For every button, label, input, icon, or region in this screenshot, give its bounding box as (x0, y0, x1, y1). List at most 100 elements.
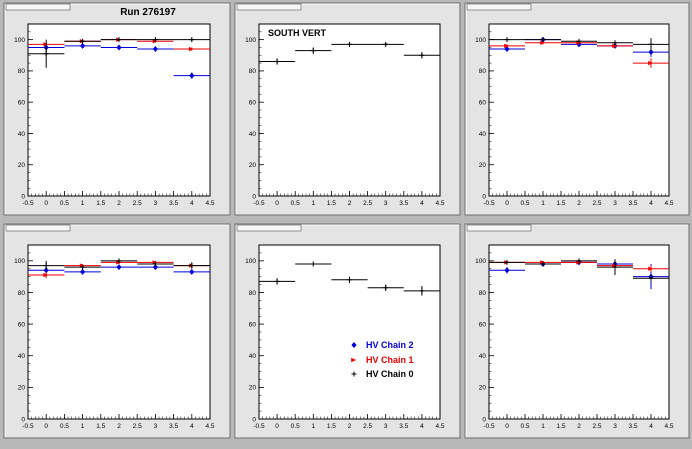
data-point (28, 39, 65, 68)
x-tick-label: 1 (311, 200, 315, 207)
x-tick-label: 0.5 (291, 200, 300, 207)
x-axis: -0.5 0 0.5 1 1.5 2 2.5 3 3.5 4 4.5 (22, 414, 215, 430)
y-tick-label: 40 (18, 131, 26, 138)
x-tick-label: 2 (348, 200, 352, 207)
y-tick-label: 0 (252, 416, 256, 423)
y-tick-label: 40 (479, 353, 487, 360)
data-point (633, 275, 669, 282)
y-tick-label: 0 (21, 416, 25, 423)
y-axis: 0 20 40 60 80 100 (14, 244, 33, 423)
legend-label: HV Chain 2 (366, 340, 414, 350)
data-point (64, 38, 101, 44)
legend-entry: HV Chain 1 (351, 355, 414, 365)
data-point (525, 37, 561, 43)
data-point (489, 43, 525, 49)
x-tick-label: 2.5 (592, 200, 601, 207)
data-point (100, 44, 138, 51)
run-label: Run 276197 (120, 7, 176, 18)
y-tick-label: 20 (479, 385, 487, 392)
plot-frame (27, 23, 211, 197)
x-tick-label: 2 (577, 423, 581, 430)
data-point (633, 38, 669, 51)
x-tick-label: 4.5 (664, 200, 673, 207)
x-tick-label: 0 (275, 200, 279, 207)
x-tick-label: -0.5 (22, 423, 34, 430)
data-point (100, 264, 138, 271)
triangle-marker (43, 272, 49, 278)
plot-frame (488, 23, 670, 197)
x-axis: -0.5 0 0.5 1 1.5 2 2.5 3 3.5 4 4.5 (22, 191, 215, 207)
y-tick-label: 40 (18, 353, 26, 360)
x-tick-label: 1 (81, 423, 85, 430)
x-tick-label: 1.5 (327, 423, 336, 430)
x-tick-label: 4.5 (205, 200, 214, 207)
series-plus (489, 37, 669, 51)
y-tick-label: 100 (245, 37, 256, 44)
y-tick-label: 0 (482, 416, 486, 423)
legend-label: HV Chain 1 (366, 355, 414, 365)
diamond-marker (152, 46, 158, 53)
plot-frame (258, 23, 441, 197)
data-point (64, 42, 101, 49)
y-tick-label: 40 (479, 131, 487, 138)
diamond-marker (189, 72, 195, 79)
x-tick-label: 4 (649, 423, 653, 430)
y-tick-label: 80 (479, 68, 487, 75)
legend: HV Chain 2 HV Chain 1 HV Chain 0 (351, 340, 414, 379)
data-point (28, 260, 65, 271)
x-tick-label: 3.5 (169, 423, 178, 430)
data-point (173, 72, 210, 79)
triangle-marker (351, 357, 357, 363)
y-tick-label: 20 (479, 162, 487, 169)
x-tick-label: 3.5 (169, 200, 178, 207)
x-tick-label: 1 (541, 423, 545, 430)
data-point (173, 37, 210, 43)
y-tick-label: 60 (18, 99, 26, 106)
x-tick-label: 2.5 (363, 200, 372, 207)
x-tick-label: 3 (613, 200, 617, 207)
x-tick-label: 4.5 (435, 200, 444, 207)
series-plus (28, 258, 210, 271)
series-plus (489, 258, 669, 282)
x-tick-label: -0.5 (483, 200, 495, 207)
data-point (525, 261, 561, 267)
data-point (259, 278, 296, 285)
x-tick-label: -0.5 (483, 423, 495, 430)
y-tick-label: 60 (479, 99, 487, 106)
plot-frame (258, 244, 441, 420)
data-point (295, 47, 332, 54)
pad-title-box (236, 224, 302, 232)
x-tick-label: 1.5 (556, 423, 565, 430)
x-tick-label: 2.5 (363, 423, 372, 430)
x-tick-label: 3 (384, 423, 388, 430)
x-tick-label: 4 (190, 200, 194, 207)
y-tick-label: 80 (18, 68, 26, 75)
x-tick-label: 2 (348, 423, 352, 430)
x-axis: -0.5 0 0.5 1 1.5 2 2.5 3 3.5 4 4.5 (483, 414, 674, 430)
legend-label: HV Chain 0 (366, 369, 414, 379)
x-tick-label: 3.5 (399, 200, 408, 207)
x-tick-label: 1.5 (96, 423, 105, 430)
y-tick-label: 60 (249, 99, 257, 106)
y-tick-label: 100 (14, 37, 25, 44)
x-tick-label: 3.5 (399, 423, 408, 430)
series-diamond (28, 264, 210, 275)
x-tick-label: 3.5 (628, 200, 637, 207)
x-tick-label: 0 (275, 423, 279, 430)
x-tick-label: 3 (384, 200, 388, 207)
y-tick-label: 100 (475, 37, 486, 44)
diamond-marker (80, 42, 86, 49)
x-tick-label: 2.5 (592, 423, 601, 430)
y-axis: 0 20 40 60 80 100 (475, 244, 494, 423)
y-axis: 0 20 40 60 80 100 (245, 244, 264, 423)
y-tick-label: 40 (249, 131, 257, 138)
x-tick-label: 0 (505, 200, 509, 207)
triangle-marker (504, 43, 510, 49)
triangle-marker (540, 40, 546, 45)
y-tick-label: 60 (249, 321, 257, 328)
y-tick-label: 80 (249, 290, 257, 297)
